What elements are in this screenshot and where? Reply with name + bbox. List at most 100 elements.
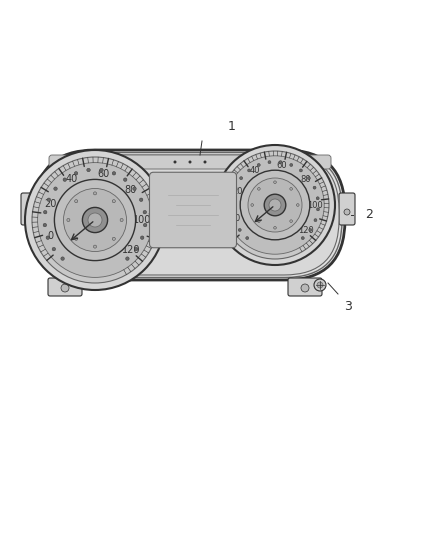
Circle shape xyxy=(274,181,276,183)
Circle shape xyxy=(269,199,281,211)
Circle shape xyxy=(173,160,177,164)
Text: 1: 1 xyxy=(228,120,236,133)
FancyBboxPatch shape xyxy=(35,150,345,280)
Text: 0: 0 xyxy=(235,214,240,223)
Circle shape xyxy=(247,169,251,172)
Text: 80: 80 xyxy=(125,185,137,195)
Circle shape xyxy=(314,219,317,222)
Circle shape xyxy=(317,282,323,288)
Circle shape xyxy=(61,257,64,260)
Text: 20: 20 xyxy=(232,187,243,196)
FancyBboxPatch shape xyxy=(149,172,237,248)
Circle shape xyxy=(87,168,90,172)
Circle shape xyxy=(307,176,311,180)
Circle shape xyxy=(38,163,152,277)
Circle shape xyxy=(248,178,302,232)
Circle shape xyxy=(301,284,309,292)
Text: 2: 2 xyxy=(365,208,373,222)
Circle shape xyxy=(264,194,286,216)
FancyBboxPatch shape xyxy=(38,152,342,278)
Circle shape xyxy=(63,178,67,181)
Circle shape xyxy=(32,157,158,283)
Circle shape xyxy=(54,180,136,261)
Circle shape xyxy=(274,227,276,229)
Circle shape xyxy=(93,192,96,195)
Circle shape xyxy=(74,237,78,240)
Circle shape xyxy=(47,198,51,201)
Circle shape xyxy=(230,208,233,211)
Text: 120: 120 xyxy=(298,227,314,236)
Circle shape xyxy=(54,187,57,190)
Circle shape xyxy=(258,220,260,222)
Circle shape xyxy=(46,236,49,239)
Circle shape xyxy=(188,160,191,164)
Circle shape xyxy=(25,150,165,290)
Circle shape xyxy=(297,204,299,206)
Circle shape xyxy=(316,197,319,200)
Circle shape xyxy=(290,164,293,166)
Circle shape xyxy=(61,284,69,292)
Circle shape xyxy=(234,186,237,189)
Text: 40: 40 xyxy=(65,174,78,184)
Circle shape xyxy=(143,211,147,214)
Circle shape xyxy=(344,209,350,215)
Circle shape xyxy=(301,237,304,240)
Circle shape xyxy=(67,219,70,222)
Circle shape xyxy=(139,198,143,201)
Text: 60: 60 xyxy=(97,169,109,179)
Text: 40: 40 xyxy=(250,166,260,175)
Circle shape xyxy=(134,247,138,251)
Circle shape xyxy=(64,189,127,252)
Circle shape xyxy=(226,156,324,254)
FancyBboxPatch shape xyxy=(21,193,37,225)
Circle shape xyxy=(258,188,260,190)
Circle shape xyxy=(240,176,243,180)
Circle shape xyxy=(74,200,78,203)
Circle shape xyxy=(221,151,329,259)
Circle shape xyxy=(290,188,293,190)
Text: 120: 120 xyxy=(122,245,140,255)
Circle shape xyxy=(124,178,127,181)
FancyBboxPatch shape xyxy=(339,193,355,225)
Circle shape xyxy=(238,229,241,231)
Circle shape xyxy=(43,211,47,214)
Circle shape xyxy=(112,200,115,203)
Circle shape xyxy=(246,237,249,240)
FancyBboxPatch shape xyxy=(48,278,82,296)
Circle shape xyxy=(43,223,46,227)
Circle shape xyxy=(300,169,302,172)
Circle shape xyxy=(279,160,282,164)
Circle shape xyxy=(26,209,32,215)
Circle shape xyxy=(120,219,123,222)
Text: 100: 100 xyxy=(307,200,323,209)
Text: 60: 60 xyxy=(277,161,287,170)
Circle shape xyxy=(126,257,129,260)
Circle shape xyxy=(215,145,335,265)
Circle shape xyxy=(317,208,319,211)
Circle shape xyxy=(88,213,102,227)
Circle shape xyxy=(268,160,271,164)
Circle shape xyxy=(204,160,206,164)
Circle shape xyxy=(231,197,234,200)
Circle shape xyxy=(112,172,116,175)
Circle shape xyxy=(112,237,115,240)
FancyBboxPatch shape xyxy=(41,155,339,275)
Circle shape xyxy=(251,204,254,206)
Circle shape xyxy=(133,187,136,190)
Circle shape xyxy=(143,223,147,227)
Circle shape xyxy=(93,245,96,248)
Circle shape xyxy=(82,207,108,232)
Text: 20: 20 xyxy=(45,199,57,209)
Text: 100: 100 xyxy=(133,215,151,225)
Circle shape xyxy=(257,164,260,166)
Circle shape xyxy=(309,229,312,231)
Circle shape xyxy=(240,170,310,240)
Circle shape xyxy=(141,236,144,239)
Text: 80: 80 xyxy=(300,175,311,184)
FancyBboxPatch shape xyxy=(288,278,322,296)
Circle shape xyxy=(313,186,316,189)
Circle shape xyxy=(100,168,103,172)
Circle shape xyxy=(290,220,293,222)
Text: 0: 0 xyxy=(48,231,54,241)
FancyBboxPatch shape xyxy=(49,155,331,169)
